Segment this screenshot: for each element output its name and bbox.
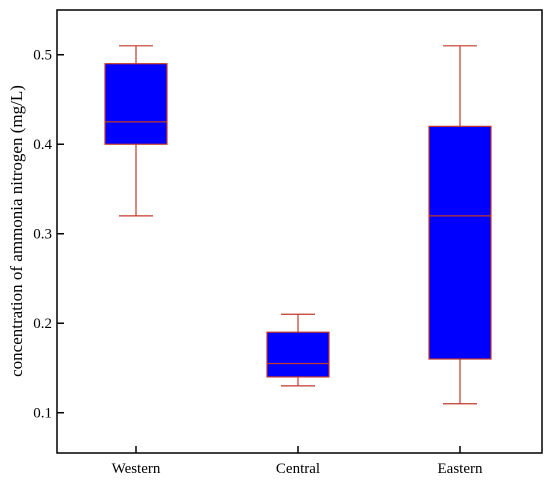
x-tick-label: Eastern — [438, 461, 483, 477]
y-tick-label: 0.1 — [33, 406, 52, 422]
iqr-box — [104, 63, 168, 145]
y-tick-label: 0.3 — [33, 227, 52, 243]
box-central — [266, 313, 330, 387]
iqr-box — [266, 331, 330, 378]
y-tick-label: 0.2 — [33, 316, 52, 332]
box-eastern — [428, 45, 492, 405]
iqr-box — [428, 125, 492, 360]
box-western — [104, 45, 168, 217]
y-tick-label: 0.5 — [33, 48, 52, 64]
x-tick-label: Central — [276, 461, 320, 477]
y-axis-ticks: 0.1 0.2 0.3 0.4 0.5 — [33, 48, 64, 422]
x-tick-label: Western — [112, 461, 161, 477]
y-tick-label: 0.4 — [33, 137, 52, 153]
box-series — [104, 45, 492, 405]
plot-frame — [56, 9, 543, 454]
y-axis-label: concentration of ammonia nitrogen (mg/L) — [7, 85, 26, 377]
x-axis-tick-labels: Western Central Eastern — [112, 446, 483, 477]
